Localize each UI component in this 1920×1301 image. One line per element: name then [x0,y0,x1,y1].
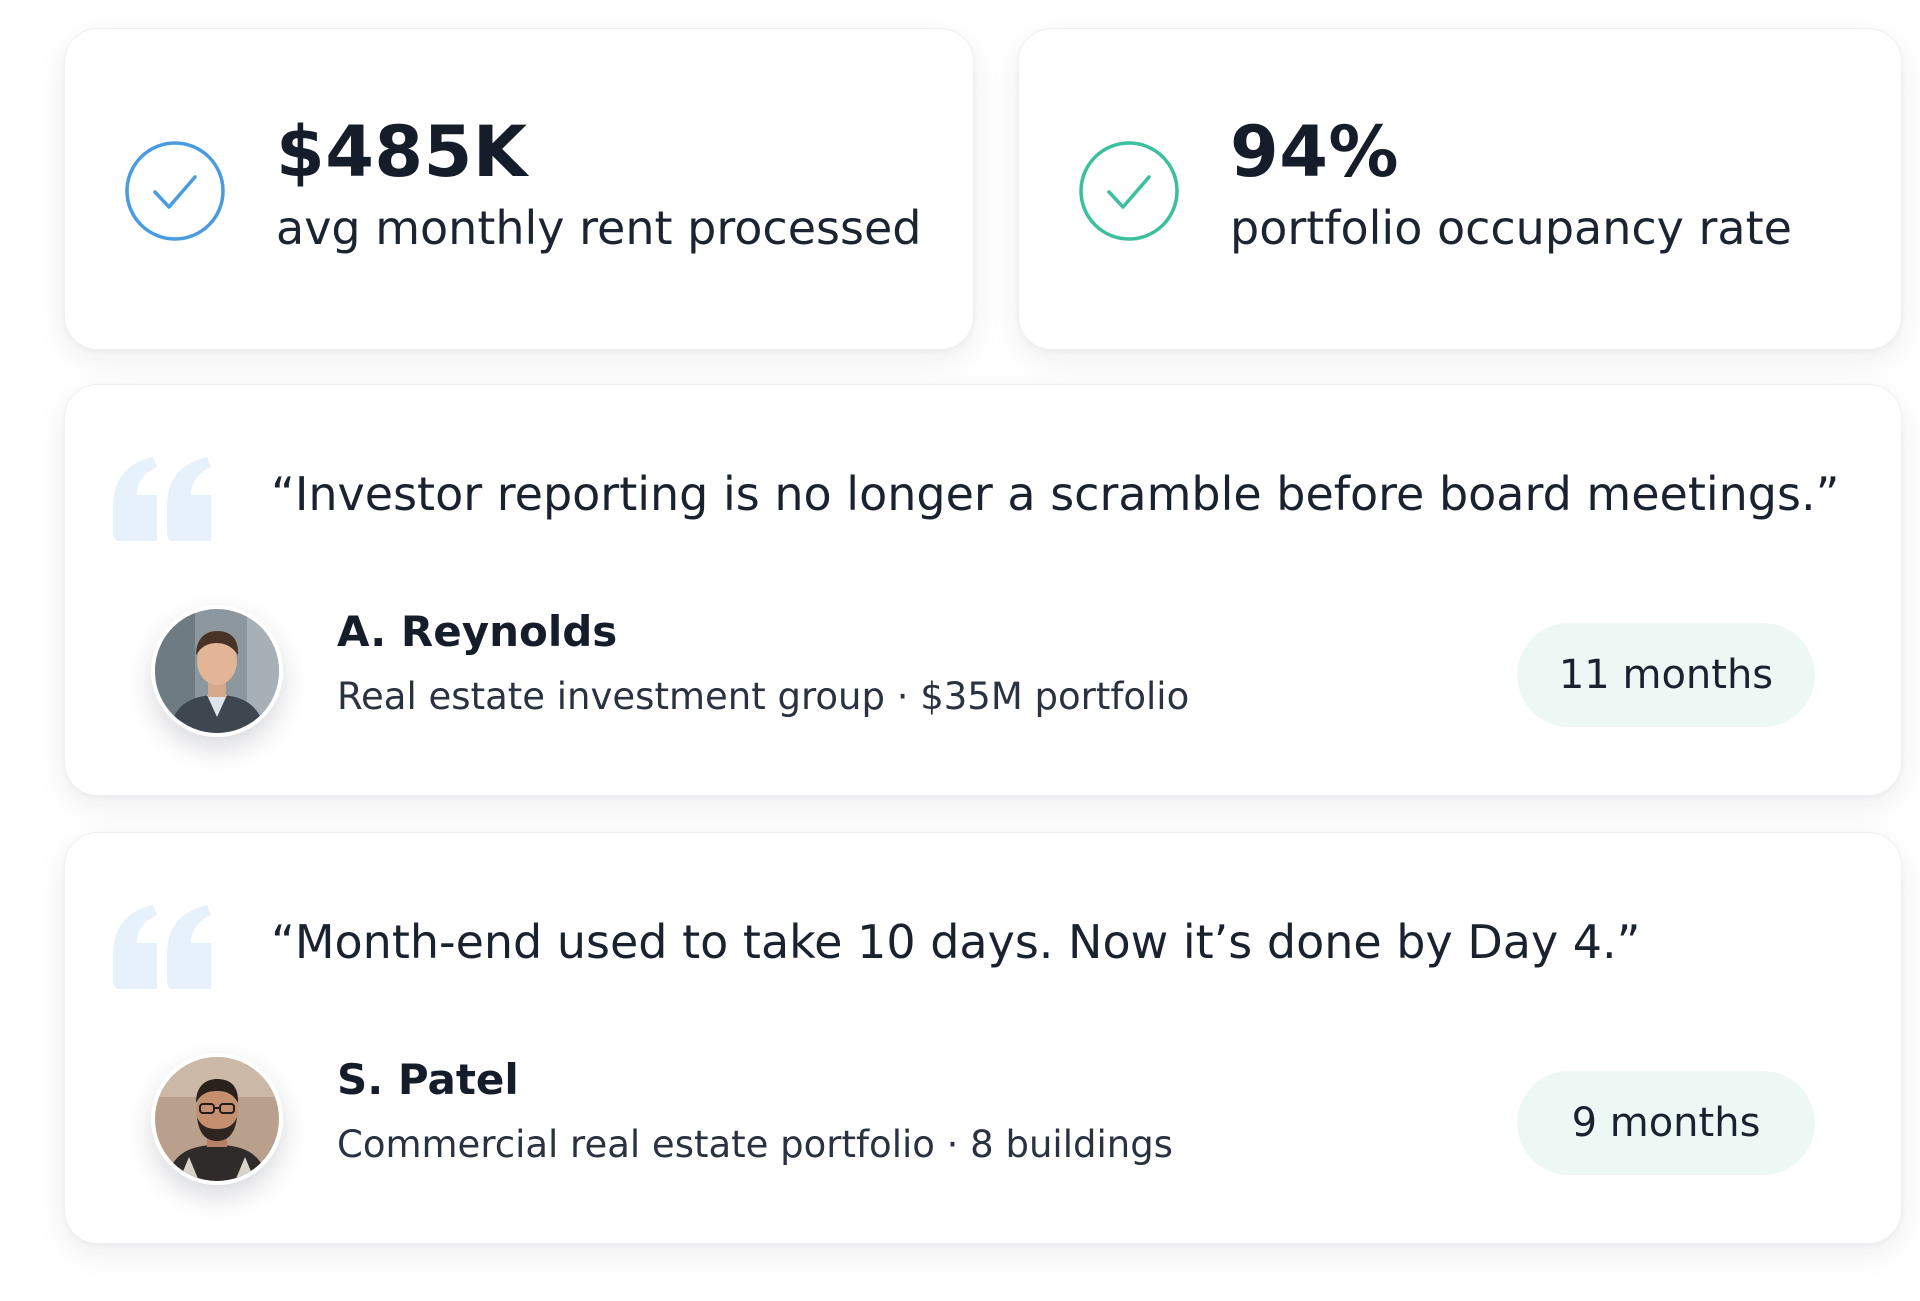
avatar [151,605,283,737]
stat-value: $485K [276,111,528,193]
stat-label: avg monthly rent processed [276,201,922,255]
quote-mark-icon [113,905,211,989]
check-circle-icon [1079,141,1179,241]
person-avatar-icon [155,609,279,733]
duration-badge: 11 months [1517,623,1815,727]
testimonial-quote: “Month-end used to take 10 days. Now it’… [271,915,1641,969]
person-name: S. Patel [337,1055,519,1104]
quote-mark-icon [113,457,211,541]
stat-card-rent-processed: $485K avg monthly rent processed [64,28,974,350]
person-detail: Real estate investment group · $35M port… [337,675,1190,718]
testimonial-card: “Month-end used to take 10 days. Now it’… [64,832,1902,1244]
stat-label: portfolio occupancy rate [1230,201,1792,255]
person-avatar-icon [155,1057,279,1181]
person-name: A. Reynolds [337,607,618,656]
testimonial-quote: “Investor reporting is no longer a scram… [271,467,1840,521]
duration-badge: 9 months [1517,1071,1815,1175]
avatar [151,1053,283,1185]
stat-card-occupancy-rate: 94% portfolio occupancy rate [1018,28,1902,350]
person-detail: Commercial real estate portfolio · 8 bui… [337,1123,1173,1166]
stat-value: 94% [1230,111,1400,193]
testimonial-card: “Investor reporting is no longer a scram… [64,384,1902,796]
check-circle-icon [125,141,225,241]
